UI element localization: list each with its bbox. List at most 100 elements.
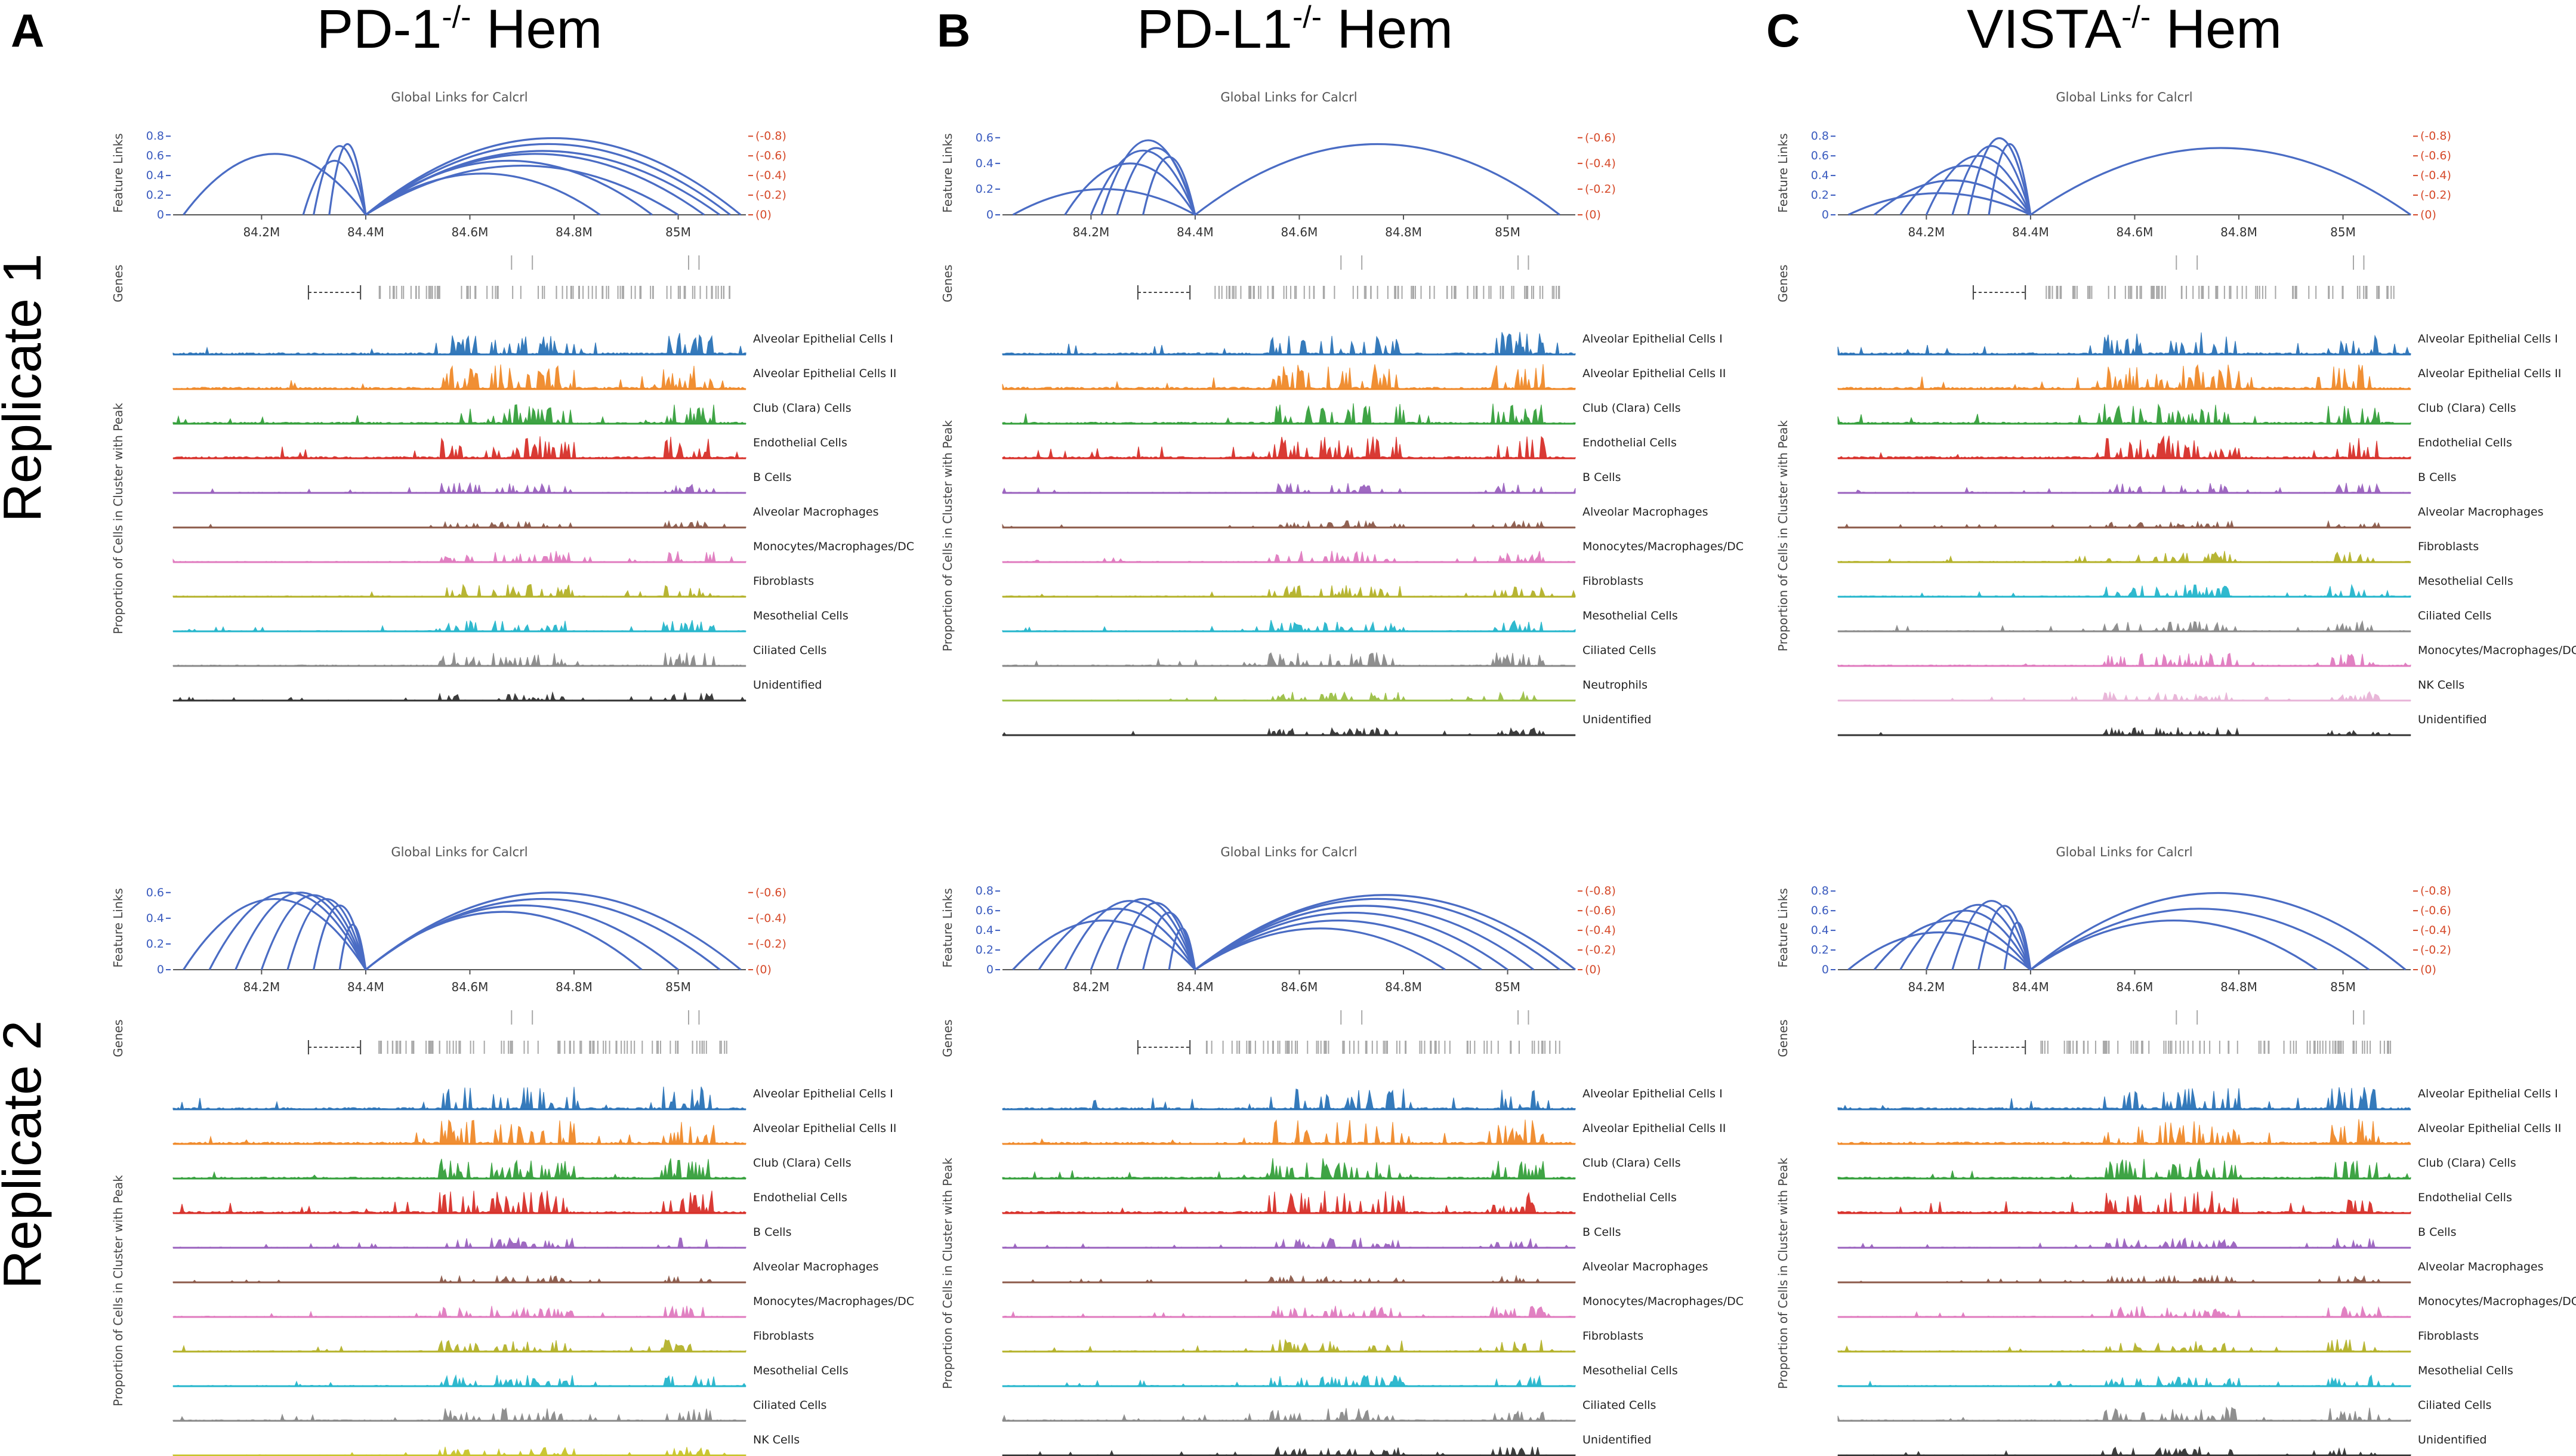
panel-r2c1: Global Links for Calcrl Feature Links 0.6 0… [111, 845, 914, 1456]
left-axis-tick: 0.8 [146, 129, 164, 143]
left-axis-tick: 0.6 [976, 904, 994, 917]
left-axis-tick: 0.6 [976, 131, 994, 144]
x-axis-tick-label: 84.4M [2012, 225, 2049, 239]
right-axis-tick: (-0.8) [2420, 129, 2451, 143]
feature-links-label: Feature Links [111, 133, 125, 212]
left-axis-tick: 0.6 [146, 149, 164, 162]
x-axis-tick-label: 84.8M [1385, 980, 1422, 994]
track-label: Fibroblasts [1582, 575, 1643, 588]
link-arc [1012, 920, 1196, 971]
track-signal [1002, 727, 1576, 736]
genes-label: Genes [111, 1019, 125, 1057]
column-title-main: PD-1 [317, 0, 442, 60]
right-axis-tick: (-0.6) [755, 149, 786, 162]
right-axis-tick: (-0.4) [755, 169, 786, 182]
x-axis-tick-label: 84.2M [1908, 225, 1945, 239]
x-axis-tick-label: 84.2M [243, 225, 280, 239]
track-label: Unidentified [1582, 1433, 1651, 1446]
feature-links-label: Feature Links [111, 888, 125, 967]
track-label: Monocytes/Macrophages/DC [753, 1295, 914, 1308]
link-arc [313, 145, 367, 215]
link-arc [2029, 147, 2411, 216]
x-axis-tick-label: 84.4M [1177, 980, 1214, 994]
track-signal [1837, 1406, 2411, 1422]
track-label: Alveolar Macrophages [2418, 1260, 2544, 1273]
panel-letter-c: C [1766, 4, 1800, 57]
left-axis-tick: 0.2 [146, 937, 164, 951]
track-signal [1002, 436, 1576, 459]
link-arc [1194, 897, 1560, 971]
link-arc [1988, 143, 2032, 215]
track-signal [172, 584, 746, 597]
link-arc [1064, 162, 1196, 215]
track-signal [1837, 332, 2411, 355]
column-title-3: VISTA-/- Hem [1967, 0, 2282, 60]
track-signal [172, 1374, 746, 1387]
panel-r2c2: Global Links for Calcrl Feature Links 0.8 0… [940, 845, 1744, 1456]
link-arc [1194, 894, 1576, 971]
proportion-axis-label: Proportion of Cells in Cluster with Peak [111, 403, 125, 634]
track-label: Alveolar Epithelial Cells I [753, 332, 893, 346]
track-signal [1002, 1446, 1576, 1456]
link-arc [1168, 927, 1196, 970]
link-arc [302, 160, 367, 215]
track-signal [1837, 620, 2411, 633]
right-axis-tick: (-0.2) [2420, 943, 2451, 957]
link-arc [1899, 165, 2032, 215]
link-arc [338, 924, 367, 970]
right-axis-tick: (-0.8) [755, 129, 786, 143]
track-label: Alveolar Epithelial Cells II [1582, 1122, 1726, 1135]
track-label: Ciliated Cells [753, 644, 826, 657]
track-signal [1837, 403, 2411, 424]
left-axis-tick: 0.2 [146, 189, 164, 202]
x-axis-tick-label: 84.2M [243, 980, 280, 994]
left-axis-tick: 0.6 [1811, 149, 1829, 162]
plot-title: Global Links for Calcrl [2056, 90, 2192, 104]
track-signal [1837, 1305, 2411, 1318]
track-label: Fibroblasts [753, 575, 814, 588]
link-arc [2029, 908, 2370, 971]
left-axis-tick: 0 [986, 963, 994, 976]
track-label: Alveolar Macrophages [753, 505, 879, 519]
right-axis-tick: (-0.4) [1585, 924, 1616, 937]
link-arc [1064, 900, 1196, 970]
link-arc [1142, 156, 1196, 215]
track-signal [1002, 403, 1576, 424]
track-label: Endothelial Cells [753, 1191, 847, 1204]
track-signal [172, 1339, 746, 1353]
track-label: Unidentified [1582, 713, 1651, 726]
right-axis-tick: (-0.4) [755, 912, 786, 925]
track-label: Fibroblasts [753, 1329, 814, 1343]
genes-label: Genes [940, 264, 955, 302]
right-axis-tick: (-0.2) [2420, 189, 2451, 202]
link-arc [365, 143, 731, 216]
track-label: Alveolar Macrophages [1582, 1260, 1708, 1273]
link-arc [365, 172, 601, 216]
link-arc [1967, 137, 2032, 215]
link-arc [1090, 897, 1196, 970]
track-label: Mesothelial Cells [2418, 1364, 2513, 1377]
track-label: Alveolar Epithelial Cells I [2418, 1087, 2558, 1100]
track-signal [1837, 1237, 2411, 1248]
track-signal [1837, 726, 2411, 736]
track-signal [172, 1305, 746, 1318]
track-signal [1837, 1339, 2411, 1352]
track-label: Mesothelial Cells [753, 1364, 849, 1377]
track-label: Club (Clara) Cells [2418, 1156, 2516, 1170]
x-axis-tick-label: 84.4M [347, 980, 384, 994]
genes-label: Genes [940, 1019, 955, 1057]
left-axis-tick: 0.4 [146, 169, 164, 182]
link-arc [1142, 911, 1196, 970]
track-signal [172, 691, 746, 701]
track-signal [1002, 619, 1576, 633]
column-title-2: PD-L1-/- Hem [1137, 0, 1453, 60]
x-axis-tick-label: 84.6M [1281, 225, 1318, 239]
x-axis-tick-label: 84.8M [556, 225, 593, 239]
link-arc [1951, 145, 2032, 215]
link-arc [1977, 905, 2032, 970]
right-axis-tick: (0) [2420, 208, 2436, 221]
column-title-tail: Hem [2151, 0, 2282, 60]
panel-letter-b: B [937, 4, 970, 57]
track-signal [1002, 1408, 1576, 1422]
track-label: Mesothelial Cells [753, 609, 849, 622]
